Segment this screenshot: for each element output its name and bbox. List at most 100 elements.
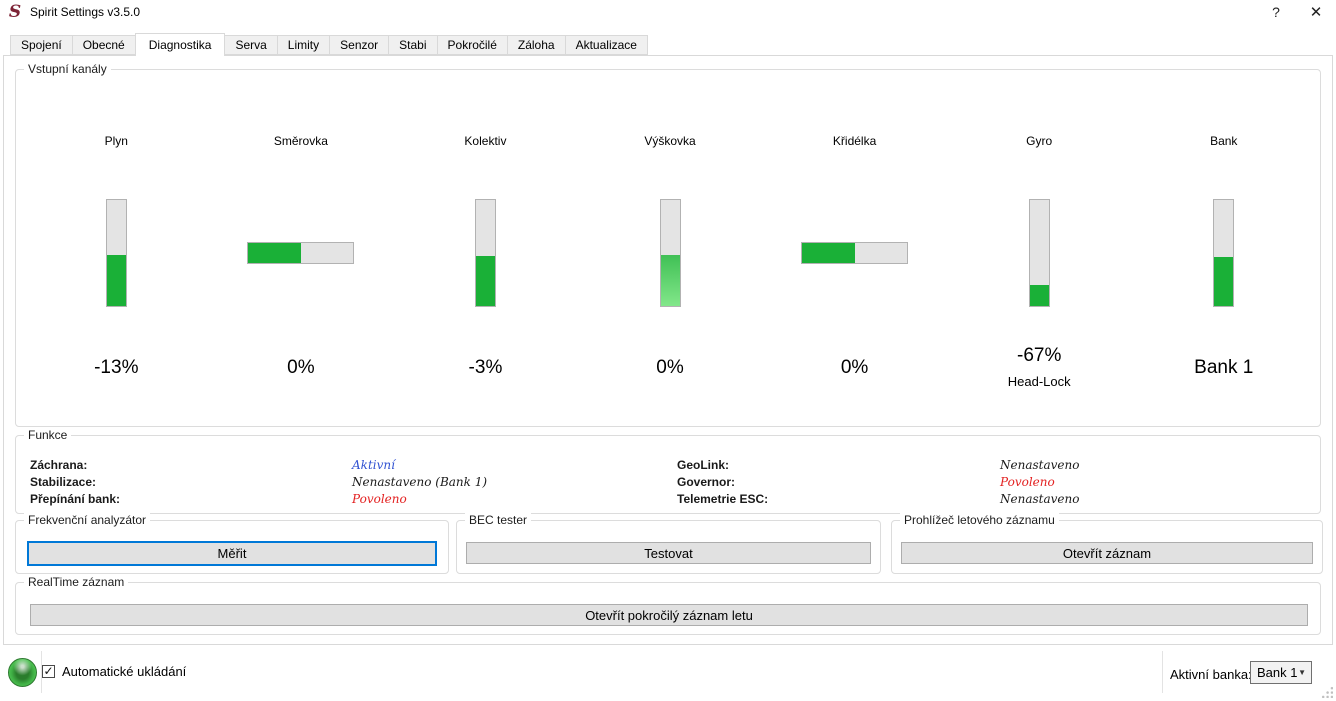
channel-value: 0% xyxy=(840,357,869,378)
function-label: GeoLink: xyxy=(677,457,730,472)
active-bank-label: Aktivní banka: xyxy=(1170,667,1252,682)
channel-name: Gyro xyxy=(1026,134,1053,148)
app-logo-icon: S xyxy=(8,2,22,22)
channel-bar-area xyxy=(762,199,947,307)
separator xyxy=(1162,651,1163,693)
channel-mode-label: Head-Lock xyxy=(1007,374,1071,389)
channel-columns: Plyn -13% Směrovka 0% Kolektiv -3% Výškovka 0% K… xyxy=(16,70,1320,389)
title-bar: S Spirit Settings v3.5.0 ? ✕ xyxy=(0,0,1336,24)
channel-bar-fill xyxy=(248,243,301,263)
close-icon[interactable]: ✕ xyxy=(1309,4,1323,21)
channel-bar-area xyxy=(24,199,209,307)
group-title: Prohlížeč letového záznamu xyxy=(900,513,1059,527)
channel-bar-fill xyxy=(802,243,855,263)
channel-bar-fill xyxy=(660,255,680,306)
channel-name: Plyn xyxy=(104,134,128,148)
group-realtime-log: RealTime záznam Otevřít pokročilý záznam… xyxy=(15,575,1321,635)
channel-value: 0% xyxy=(287,357,315,378)
measure-button[interactable]: Měřit xyxy=(27,541,437,566)
channel-bar xyxy=(659,199,681,307)
open-advanced-log-button[interactable]: Otevřít pokročilý záznam letu xyxy=(30,604,1308,626)
autosave-label[interactable]: Automatické ukládání xyxy=(62,664,187,679)
channel-name: Kolektiv xyxy=(464,134,507,148)
open-log-button[interactable]: Otevřít záznam xyxy=(901,542,1313,564)
channel-bar-fill xyxy=(106,255,126,306)
tab-obecné[interactable]: Obecné xyxy=(71,35,136,55)
function-row: Záchrana: Aktivní xyxy=(30,456,673,473)
function-label: Telemetrie ESC: xyxy=(677,491,769,506)
channel-value: 0% xyxy=(656,357,684,378)
channel-bar-area xyxy=(947,199,1132,307)
tab-spojení[interactable]: Spojení xyxy=(10,35,73,55)
function-label: Governor: xyxy=(677,474,736,489)
resize-grip-icon[interactable] xyxy=(1320,685,1333,698)
function-value: Aktivní xyxy=(352,457,395,472)
channel-směrovka: Směrovka 0% xyxy=(209,134,394,389)
tab-page-diagnostika: Vstupní kanály Plyn -13% Směrovka 0% Kolekti… xyxy=(3,55,1333,645)
channel-name: Výškovka xyxy=(644,134,696,148)
group-title: Funkce xyxy=(24,428,72,442)
channel-bar-area xyxy=(1131,199,1316,307)
function-label: Záchrana: xyxy=(30,457,88,472)
tab-serva[interactable]: Serva xyxy=(224,35,278,55)
function-value: Povoleno xyxy=(1000,474,1055,489)
channel-name: Směrovka xyxy=(273,134,328,148)
channel-bar xyxy=(1213,199,1235,307)
active-bank-value: Bank 1 xyxy=(1257,665,1298,680)
active-bank-dropdown[interactable]: Bank 1 ▼ xyxy=(1250,661,1312,684)
channel-bar-fill xyxy=(1214,257,1234,306)
function-label: Stabilizace: xyxy=(30,474,97,489)
channel-bar xyxy=(247,242,355,264)
group-title: BEC tester xyxy=(465,513,532,527)
functions-columns: Záchrana: Aktivní Stabilizace: Nenastaveno … xyxy=(16,436,1320,507)
tab-bar: Spojení Obecné Diagnostika Serva Limity Senzo… xyxy=(10,33,1326,56)
help-icon[interactable]: ? xyxy=(1272,4,1280,20)
channel-gyro: Gyro -67% Head-Lock xyxy=(947,134,1132,389)
channel-bank: Bank Bank 1 xyxy=(1131,134,1316,389)
tab-limity[interactable]: Limity xyxy=(276,35,331,55)
autosave-checkbox[interactable]: ✓ xyxy=(42,664,55,678)
function-label: Přepínání bank: xyxy=(30,491,121,506)
function-value: Nenastaveno (Bank 1) xyxy=(352,474,488,489)
group-functions: Funkce Záchrana: Aktivní Stabilizace: Nenas… xyxy=(15,428,1321,514)
function-value: Povoleno xyxy=(352,491,407,506)
separator xyxy=(41,651,42,693)
test-button[interactable]: Testovat xyxy=(466,542,871,564)
channel-výškovka: Výškovka 0% xyxy=(578,134,763,389)
window-title: Spirit Settings v3.5.0 xyxy=(30,5,141,19)
group-title: Vstupní kanály xyxy=(24,62,111,76)
group-bec-tester: BEC tester Testovat xyxy=(456,513,881,574)
group-title: RealTime záznam xyxy=(24,575,129,589)
function-row: GeoLink: Nenastaveno xyxy=(677,456,1320,473)
tab-diagnostika[interactable]: Diagnostika xyxy=(134,33,226,56)
tab-stabi[interactable]: Stabi xyxy=(388,35,438,55)
channel-bar xyxy=(1028,199,1050,307)
channel-bar xyxy=(474,199,496,307)
function-row: Stabilizace: Nenastaveno (Bank 1) xyxy=(30,473,673,490)
function-row: Governor: Povoleno xyxy=(677,473,1320,490)
channel-bar-area xyxy=(578,199,763,307)
tab-senzor[interactable]: Senzor xyxy=(329,35,390,55)
channel-bar xyxy=(105,199,127,307)
tab-pokročilé[interactable]: Pokročilé xyxy=(436,35,508,55)
channel-křidélka: Křidélka 0% xyxy=(762,134,947,389)
group-frequency-analyzer: Frekvenční analyzátor Měřit xyxy=(15,513,449,574)
channel-kolektiv: Kolektiv -3% xyxy=(393,134,578,389)
status-bar: ✓ Automatické ukládání Aktivní banka: Ba… xyxy=(0,646,1336,701)
tab-aktualizace[interactable]: Aktualizace xyxy=(564,35,648,55)
channel-value: Bank 1 xyxy=(1194,357,1254,378)
tab-záloha[interactable]: Záloha xyxy=(506,35,566,55)
functions-left: Záchrana: Aktivní Stabilizace: Nenastaveno … xyxy=(16,456,673,507)
function-value: Nenastaveno xyxy=(1000,491,1080,506)
channel-bar-area xyxy=(393,199,578,307)
autosave-control[interactable]: ✓ Automatické ukládání xyxy=(42,664,186,679)
function-row: Přepínání bank: Povoleno xyxy=(30,490,673,507)
function-row: Telemetrie ESC: Nenastaveno xyxy=(677,490,1320,507)
channel-name: Křidélka xyxy=(832,134,877,148)
channel-bar xyxy=(801,242,909,264)
channel-value: -67% xyxy=(1017,345,1062,366)
channel-bar-area xyxy=(209,199,394,307)
group-flight-log-viewer: Prohlížeč letového záznamu Otevřít zázna… xyxy=(891,513,1323,574)
chevron-down-icon: ▼ xyxy=(1298,668,1306,677)
group-input-channels: Vstupní kanály Plyn -13% Směrovka 0% Kolekti… xyxy=(15,62,1321,427)
